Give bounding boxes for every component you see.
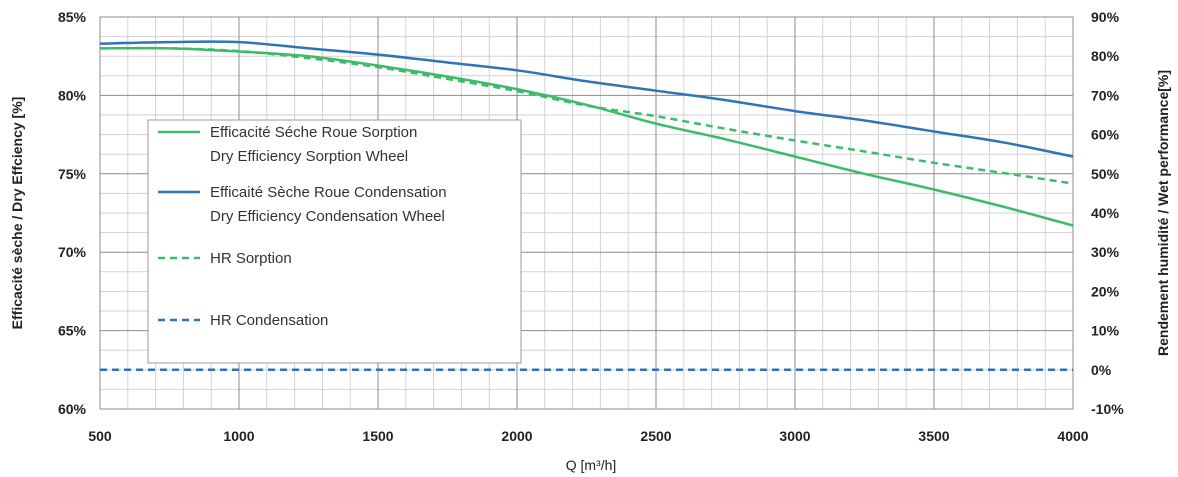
y-left-tick-label: 75% [58, 166, 87, 182]
x-tick-label: 2000 [501, 428, 532, 444]
legend-label: Dry Efficiency Condensation Wheel [210, 208, 445, 225]
legend-label: HR Condensation [210, 312, 328, 329]
y-right-tick-label: 30% [1091, 244, 1120, 260]
legend-items: Efficacité Séche Roue Sorption Dry Effici… [158, 124, 447, 329]
y-right-tick-label: 70% [1091, 87, 1120, 103]
plot-area-frame [99, 16, 1074, 410]
legend-label: Efficacité Séche Roue Sorption [210, 124, 417, 141]
x-tick-label: 2500 [640, 428, 671, 444]
y-right-tick-label: 0% [1091, 362, 1112, 378]
legend-label: HR Sorption [210, 250, 292, 267]
series-line-efficaite-seche-roue-condensation [99, 40, 1074, 158]
y-left-axis-title: Efficacité sèche / Dry Effciency [%] [9, 97, 25, 330]
legend-label: Dry Efficiency Sorption Wheel [210, 148, 408, 165]
y-right-tick-label: 80% [1091, 48, 1120, 64]
x-tick-label: 4000 [1057, 428, 1088, 444]
x-tick-label: 1500 [362, 428, 393, 444]
x-tick-labels: 500 1000 1500 2000 2500 3000 3500 4000 [88, 428, 1088, 444]
y-right-tick-label: 10% [1091, 323, 1120, 339]
y-right-tick-labels: -10% 0% 10% 20% 30% 40% 50% 60% 70% 80% 90% [1091, 9, 1124, 417]
legend-box [147, 119, 522, 364]
legend: Efficacité Séche Roue Sorption Dry Effici… [147, 119, 522, 364]
y-left-tick-label: 60% [58, 401, 87, 417]
legend-label: Efficaité Sèche Roue Condensation [210, 184, 447, 201]
y-left-tick-label: 65% [58, 323, 87, 339]
x-tick-label: 1000 [223, 428, 254, 444]
y-right-tick-label: -10% [1091, 401, 1124, 417]
y-left-tick-label: 70% [58, 244, 87, 260]
series-layer [99, 40, 1074, 372]
y-left-tick-label: 85% [58, 9, 87, 25]
y-right-tick-label: 90% [1091, 9, 1120, 25]
y-left-tick-labels: 60% 65% 70% 75% 80% 85% [58, 9, 87, 417]
y-left-tick-label: 80% [58, 87, 87, 103]
x-tick-label: 3000 [779, 428, 810, 444]
y-right-tick-label: 60% [1091, 127, 1120, 143]
y-right-tick-label: 50% [1091, 166, 1120, 182]
x-axis-title: Q [m³/h] [566, 457, 617, 473]
y-right-axis-title: Rendement humidité / Wet performance[%] [1155, 70, 1171, 356]
x-tick-label: 500 [88, 428, 112, 444]
y-right-tick-label: 20% [1091, 283, 1120, 299]
series-line-hr-sorption [99, 46, 1074, 185]
x-tick-label: 3500 [918, 428, 949, 444]
y-right-tick-label: 40% [1091, 205, 1120, 221]
